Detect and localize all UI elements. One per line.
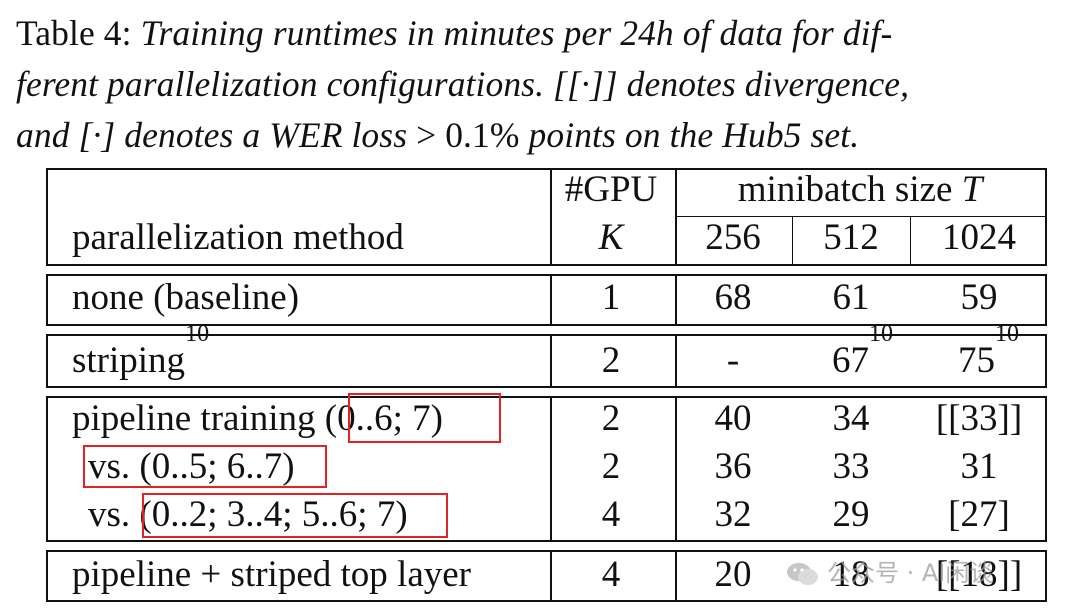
table-block-striped-top: [46, 550, 1047, 602]
table-block-pipeline: [46, 396, 1047, 542]
header-size-256: 256: [705, 217, 761, 258]
header-minibatch-label: minibatch size: [737, 169, 953, 210]
row-pipeline3-config: (0..2; 3..4; 5..6; 7): [139, 494, 408, 535]
row-baseline-1024: 59: [960, 277, 998, 318]
row-pipeline1-method-text: pipeline training: [72, 398, 316, 439]
row-striped-top-256: 20: [714, 554, 752, 595]
caption-value: 0.1%: [445, 115, 520, 155]
header-minibatch: minibatch size T: [738, 169, 983, 211]
row-pipeline1-1024: [[33]]: [935, 398, 1023, 439]
row-pipeline1-256: 40: [714, 398, 752, 439]
highlight-box-config-2: [83, 445, 327, 488]
watermark-text: 公众号 · AI闲谈: [827, 559, 994, 587]
row-striped-top-1024: [[18]]: [935, 554, 1023, 595]
row-baseline-256: 68: [714, 277, 752, 318]
caption-text-4: points on the Hub5 set.: [528, 115, 860, 155]
caption-text-2: ferent parallelization configurations. […: [16, 64, 910, 104]
row-striping-method-text: striping: [72, 340, 186, 381]
header-gpu: #GPU: [564, 169, 658, 210]
row-pipeline3-512: 29: [832, 494, 870, 535]
caption-text-3: and [·] denotes a WER loss: [16, 115, 408, 155]
header-gpu-var: K: [598, 217, 624, 258]
row-striping-gpu: 2: [601, 340, 621, 381]
header-minibatch-var: T: [961, 169, 983, 210]
watermark: 公众号 · AI闲谈: [785, 553, 993, 588]
caption-gt: >: [416, 115, 437, 155]
row-striping-256: -: [726, 340, 740, 381]
row-striping-512-value: 67: [832, 340, 869, 381]
table-header: [46, 168, 1047, 266]
header-method: parallelization method: [72, 217, 404, 258]
row-pipeline2-512: 33: [832, 446, 870, 487]
highlight-box-config-3: [142, 493, 448, 538]
row-pipeline2-1024: 31: [960, 446, 998, 487]
row-pipeline2-config: (0..5; 6..7): [139, 446, 295, 487]
table-block-striping: [46, 334, 1047, 388]
row-striping-method: striping10: [72, 322, 209, 382]
row-pipeline3-method: vs. (0..2; 3..4; 5..6; 7): [88, 494, 408, 536]
header-size-512: 512: [823, 217, 879, 258]
row-pipeline1-gpu: 2: [601, 398, 621, 439]
row-striping-512-footnote: 10: [869, 321, 893, 347]
row-pipeline1-512: 34: [832, 398, 870, 439]
row-pipeline3-gpu: 4: [601, 494, 621, 535]
row-pipeline2-256: 36: [714, 446, 752, 487]
highlight-box-config-1: [348, 393, 501, 443]
row-pipeline1-method: pipeline training (0..6; 7): [72, 398, 443, 440]
row-striping-1024-footnote: 10: [995, 321, 1019, 347]
wechat-icon: [787, 563, 818, 585]
header-size-1024: 1024: [942, 217, 1016, 258]
row-pipeline3-1024: [27]: [948, 494, 1010, 535]
row-striped-top-method: pipeline + striped top layer: [72, 554, 471, 595]
caption-text-1: Training runtimes in minutes per 24h of …: [140, 13, 893, 53]
row-striping-1024: 7510: [958, 322, 1019, 382]
row-pipeline3-prefix: vs.: [88, 494, 131, 535]
row-pipeline1-config: (0..6; 7): [324, 398, 443, 439]
caption-label: Table 4:: [16, 13, 132, 53]
row-baseline-gpu: 1: [601, 277, 621, 318]
row-baseline-method: none (baseline): [72, 277, 300, 318]
row-baseline-512: 61: [832, 277, 870, 318]
row-pipeline2-method: vs. (0..5; 6..7): [88, 446, 295, 488]
row-striping-1024-value: 75: [958, 340, 995, 381]
row-pipeline2-gpu: 2: [601, 446, 621, 487]
row-pipeline2-prefix: vs.: [88, 446, 131, 487]
row-striping-footnote: 10: [185, 321, 210, 347]
row-striped-top-gpu: 4: [601, 554, 621, 595]
table-block-baseline: [46, 274, 1047, 326]
row-striped-top-512: 18: [832, 554, 870, 595]
table-caption: Table 4: Training runtimes in minutes pe…: [16, 8, 1066, 161]
row-pipeline3-256: 32: [714, 494, 752, 535]
row-striping-512: 6710: [832, 322, 893, 382]
